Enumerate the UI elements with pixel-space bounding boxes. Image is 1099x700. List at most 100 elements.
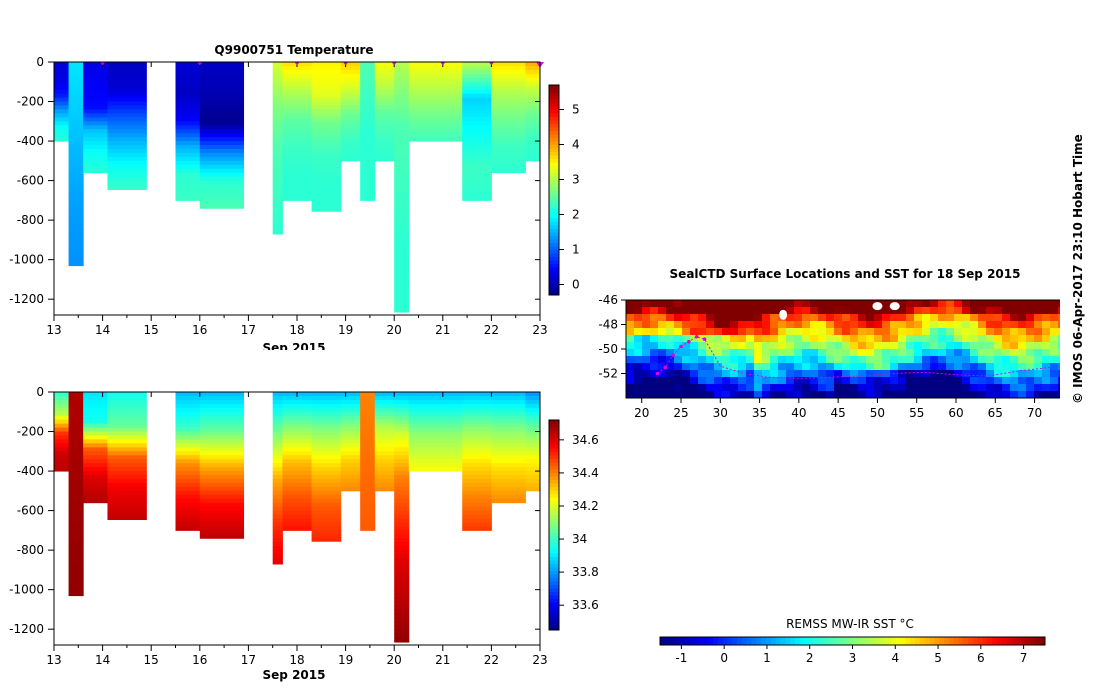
profile-9-cell	[340, 443, 376, 448]
profile-10-cell	[360, 423, 376, 429]
profile-8-cell	[311, 526, 342, 531]
sst-cell	[1002, 328, 1011, 336]
sst-cell	[1034, 335, 1043, 343]
profile-11-cell	[374, 463, 395, 468]
sst-cell	[842, 370, 851, 378]
profile-1-cell	[68, 431, 84, 436]
sst-cell	[666, 356, 675, 364]
sst-cell	[930, 370, 939, 378]
sst-cell	[978, 335, 987, 343]
profile-7-cell	[282, 526, 313, 531]
profile-6-cell	[272, 97, 283, 103]
sst-cell	[634, 384, 643, 392]
sst-colorbar-segment	[688, 637, 695, 645]
sst-cell	[1042, 349, 1051, 357]
sst-cell	[938, 363, 947, 371]
profile-12-cell	[394, 73, 410, 79]
profile-1-cell	[68, 164, 84, 170]
sst-cell	[690, 363, 699, 371]
sst-cell	[890, 321, 899, 329]
sst-cell	[1042, 328, 1051, 336]
profile-2-cell	[83, 475, 108, 480]
profile-14-cell	[462, 121, 492, 126]
sst-cell	[842, 342, 851, 350]
sst-cell	[658, 349, 667, 357]
sst-cell	[770, 328, 779, 336]
sst-cell	[770, 384, 779, 392]
profile-6-cell	[272, 156, 283, 162]
profile-10-cell	[360, 137, 376, 142]
profile-2-cell	[83, 113, 108, 118]
sst-cell	[1034, 377, 1043, 385]
colorbar-segment	[549, 626, 559, 631]
profile-12-cell	[394, 184, 410, 189]
sst-cell	[658, 363, 667, 371]
profile-4-cell	[175, 443, 201, 448]
profile-6-cell	[272, 200, 283, 205]
profile-5-cell	[199, 192, 245, 197]
profile-2-cell	[83, 447, 108, 452]
profile-14-cell	[462, 506, 492, 512]
colorbar-segment	[549, 179, 559, 184]
profile-5-cell	[199, 526, 245, 531]
profile-4-cell	[175, 188, 201, 193]
profile-1-cell	[68, 435, 84, 440]
profile-13-cell	[408, 392, 463, 397]
colorbar-segment	[549, 204, 559, 208]
profile-1-cell	[68, 228, 84, 233]
profile-12-cell	[394, 168, 410, 174]
seal-track	[655, 334, 1051, 379]
sst-cell	[834, 377, 843, 385]
sst-colorbar-tick-label: 4	[891, 651, 899, 665]
profile-6-cell	[272, 81, 283, 87]
sst-cell	[762, 314, 771, 322]
colorbar-segment	[549, 493, 559, 498]
profile-16-cell	[525, 407, 541, 413]
sst-colorbar-segment	[727, 637, 733, 645]
sst-colorbar-segment	[818, 637, 825, 645]
profile-7-cell	[282, 407, 313, 413]
profile-5-cell	[199, 113, 245, 118]
profile-15-cell	[491, 133, 526, 138]
profile-16-cell	[525, 419, 541, 425]
sst-cell	[706, 349, 715, 357]
profile-10-cell	[360, 502, 376, 508]
sst-cell	[1026, 307, 1035, 315]
profile-6-cell	[272, 148, 283, 154]
profile-6-cell	[272, 231, 283, 235]
profile-1-cell	[68, 69, 84, 75]
sst-cell	[666, 363, 675, 371]
profile-3-cell	[107, 85, 147, 91]
profile-6-cell	[272, 510, 283, 516]
temperature-plot-area	[54, 62, 541, 313]
sst-cell	[954, 328, 963, 336]
sst-colorbar-segment	[708, 637, 714, 645]
sst-cell	[642, 363, 651, 371]
profile-10-cell	[360, 109, 376, 114]
profile-12-cell	[394, 176, 410, 182]
profile-14-cell	[462, 160, 492, 166]
colorbar-segment	[549, 137, 559, 142]
sst-cell	[1050, 335, 1059, 343]
profile-6-cell	[272, 141, 283, 146]
sst-cell	[1042, 370, 1051, 378]
profile-7-cell	[282, 121, 313, 126]
colorbar-segment	[549, 598, 559, 603]
profile-6-cell	[272, 423, 283, 429]
profile-7-cell	[282, 403, 313, 409]
colorbar-segment	[549, 95, 559, 100]
profile-11-cell	[374, 451, 395, 456]
profile-16-cell	[525, 415, 541, 421]
profile-15-cell	[491, 73, 526, 79]
sst-cell	[850, 321, 859, 329]
profile-12-cell	[394, 435, 410, 440]
sst-cell	[762, 342, 771, 350]
sst-colorbar-segment	[929, 637, 935, 645]
x-tick-label: 21	[435, 653, 450, 667]
profile-13-cell	[408, 121, 463, 126]
profile-7-cell	[282, 518, 313, 523]
x-tick-label: 13	[46, 323, 61, 337]
sst-cell	[994, 335, 1003, 343]
profile-12-cell	[394, 467, 410, 472]
colorbar-segment	[549, 549, 559, 554]
